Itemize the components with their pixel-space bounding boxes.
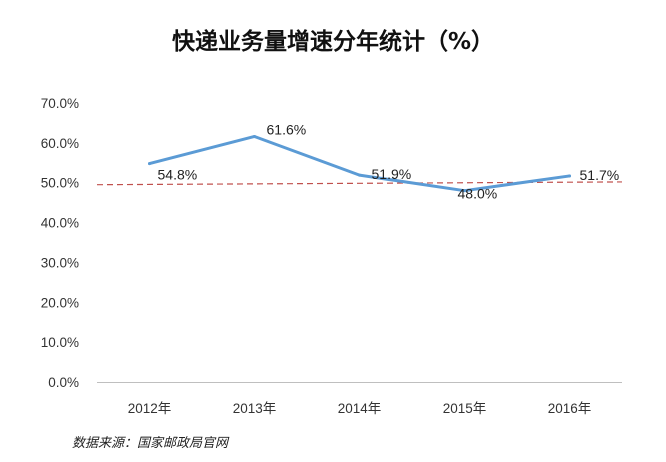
y-tick-label: 60.0% <box>41 136 79 151</box>
x-tick-label: 2015年 <box>443 401 487 416</box>
y-tick-label: 30.0% <box>41 255 79 270</box>
data-label: 51.9% <box>372 166 412 182</box>
x-tick-label: 2014年 <box>338 401 382 416</box>
y-tick-label: 40.0% <box>41 216 79 231</box>
data-point <box>148 162 151 166</box>
trendline <box>96 181 623 186</box>
y-tick-label: 70.0% <box>41 96 79 111</box>
data-point <box>463 189 466 193</box>
y-tick-label: 20.0% <box>41 295 79 310</box>
y-tick-label: 0.0% <box>48 375 79 390</box>
source-note: 数据来源：国家邮政局官网 <box>72 436 229 451</box>
data-label: 54.8% <box>158 167 198 183</box>
data-label: 61.6% <box>267 121 307 137</box>
y-tick-label: 10.0% <box>41 335 79 350</box>
data-label: 48.0% <box>458 186 498 202</box>
x-tick-label: 2013年 <box>233 401 277 416</box>
data-label: 51.7% <box>580 167 620 183</box>
chart-title: 快递业务量增速分年统计（%） <box>171 29 495 55</box>
data-point <box>568 174 571 178</box>
data-point <box>358 173 361 177</box>
x-tick-label: 2012年 <box>128 401 172 416</box>
data-point <box>253 134 256 138</box>
x-tick-label: 2016年 <box>548 401 592 416</box>
y-tick-label: 50.0% <box>41 176 79 191</box>
series-line <box>148 134 571 193</box>
